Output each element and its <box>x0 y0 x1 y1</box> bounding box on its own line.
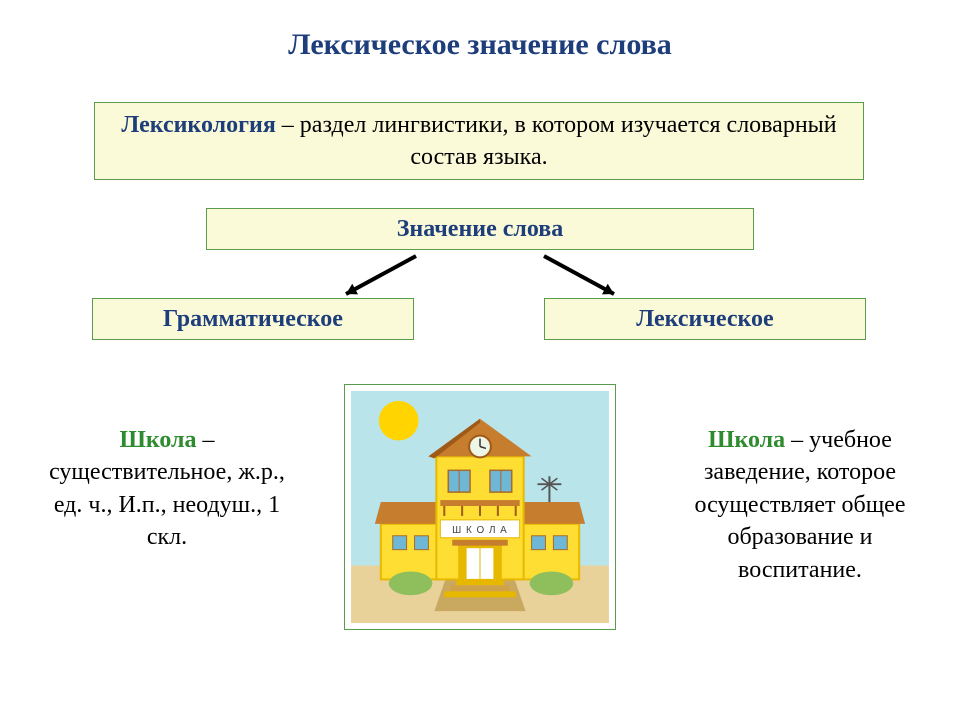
example-grammatical: Школа – существительное, ж.р., ед. ч., И… <box>36 424 298 554</box>
example-lexical-term: Школа <box>708 427 785 453</box>
branch-lexical-box: Лексическое <box>544 298 866 340</box>
school-illustration: Ш К О Л А <box>344 384 616 630</box>
branch-lexical-label: Лексическое <box>636 303 773 335</box>
page-title: Лексическое значение слова <box>0 0 960 62</box>
definition-term: Лексикология <box>121 112 275 138</box>
example-grammatical-term: Школа <box>119 427 196 453</box>
example-lexical-text: Школа – учебное заведение, которое осуще… <box>666 424 934 586</box>
svg-text:Ш К О Л А: Ш К О Л А <box>452 525 508 536</box>
school-icon: Ш К О Л А <box>345 385 615 629</box>
definition-box: Лексикология – раздел лингвистики, в кот… <box>94 102 864 180</box>
definition-text: Лексикология – раздел лингвистики, в кот… <box>105 109 853 174</box>
branch-grammatical-box: Грамматическое <box>92 298 414 340</box>
definition-rest: – раздел лингвистики, в котором изучаетс… <box>276 112 837 170</box>
meaning-box: Значение слова <box>206 208 754 250</box>
example-lexical: Школа – учебное заведение, которое осуще… <box>666 424 934 586</box>
example-grammatical-text: Школа – существительное, ж.р., ед. ч., И… <box>36 424 298 554</box>
branch-grammatical-label: Грамматическое <box>163 303 343 335</box>
